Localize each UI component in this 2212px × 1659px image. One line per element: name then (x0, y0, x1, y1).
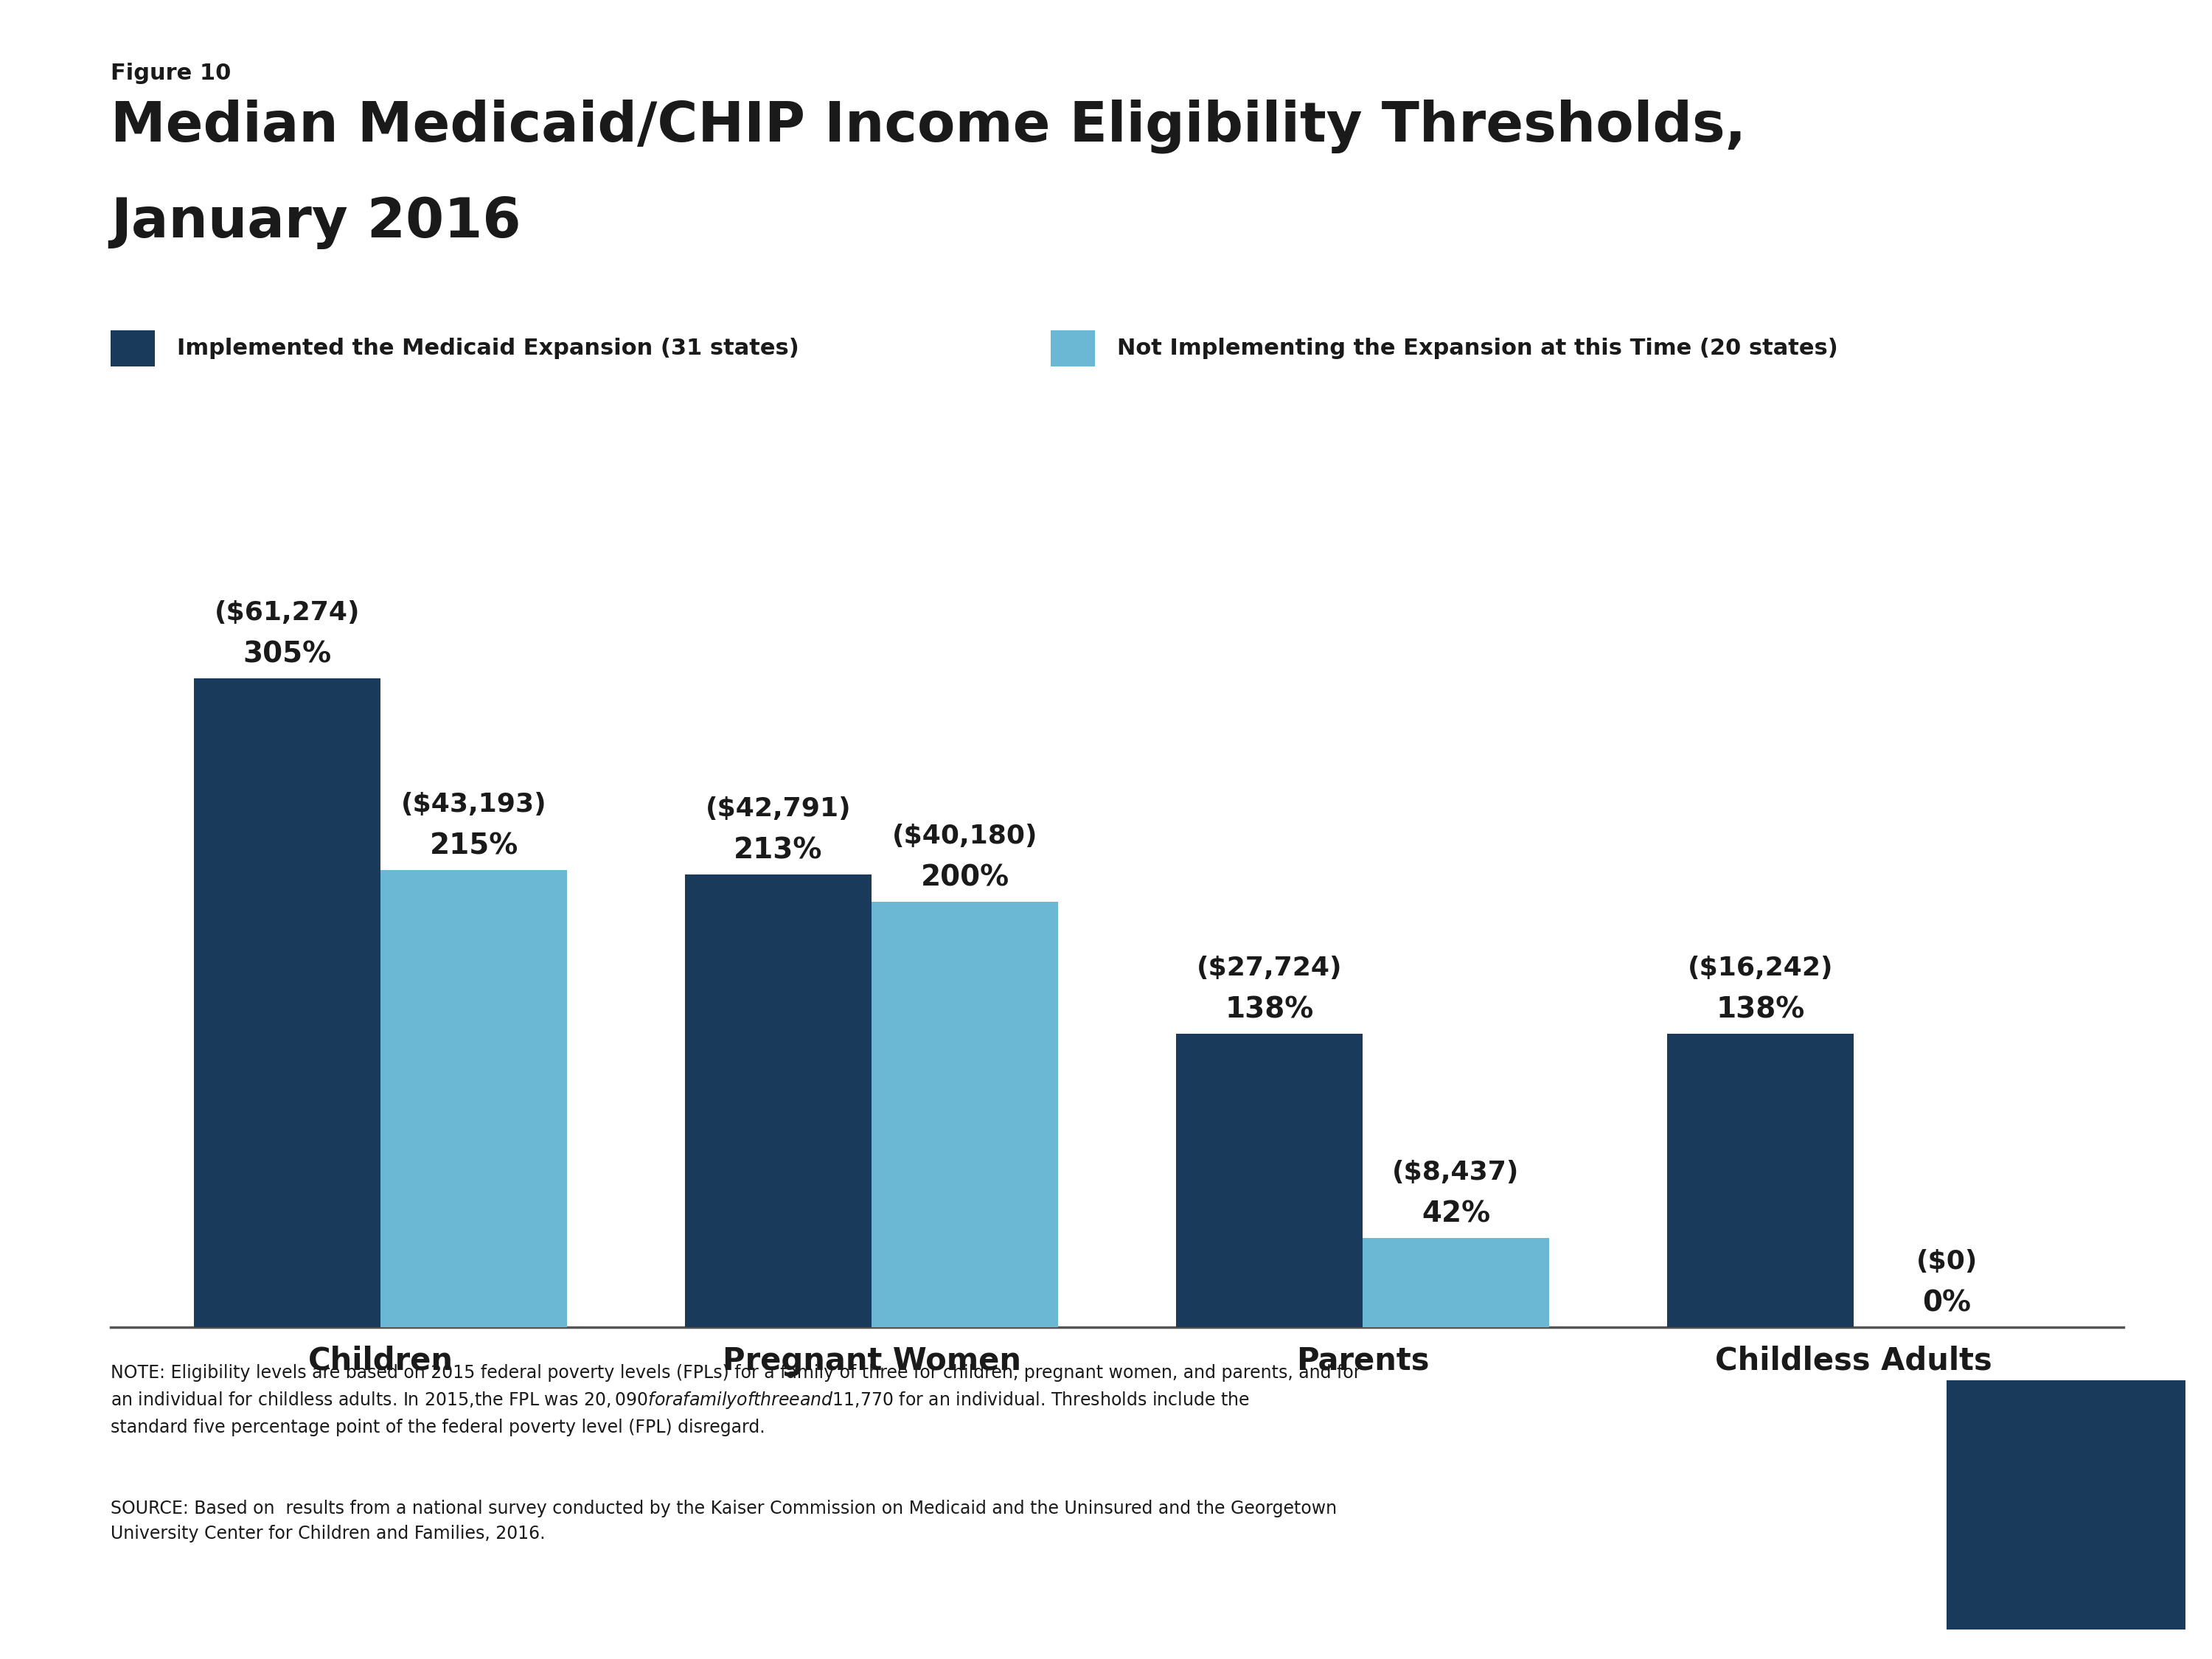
Text: ($61,274): ($61,274) (215, 601, 361, 625)
Text: 305%: 305% (243, 640, 332, 669)
Text: 138%: 138% (1717, 995, 1805, 1024)
Text: Median Medicaid/CHIP Income Eligibility Thresholds,: Median Medicaid/CHIP Income Eligibility … (111, 100, 1745, 154)
Text: Implemented the Medicaid Expansion (31 states): Implemented the Medicaid Expansion (31 s… (177, 338, 799, 358)
Text: THE HENRY J.
KAISER
FAMILY
FOUNDATION: THE HENRY J. KAISER FAMILY FOUNDATION (2002, 1450, 2130, 1559)
Text: Figure 10: Figure 10 (111, 63, 230, 85)
Bar (1668, 1034, 1854, 1327)
Bar (872, 902, 1057, 1327)
Text: ($40,180): ($40,180) (891, 823, 1037, 849)
Text: ($42,791): ($42,791) (706, 796, 852, 821)
Text: January 2016: January 2016 (111, 196, 522, 249)
Text: 213%: 213% (734, 836, 823, 864)
Text: ($16,242): ($16,242) (1688, 956, 1834, 980)
Text: ($43,193): ($43,193) (400, 791, 546, 816)
Text: ($8,437): ($8,437) (1391, 1160, 1520, 1185)
Text: ($27,724): ($27,724) (1197, 956, 1343, 980)
Text: ($0): ($0) (1916, 1249, 1978, 1274)
Text: Not Implementing the Expansion at this Time (20 states): Not Implementing the Expansion at this T… (1117, 338, 1838, 358)
Bar (1177, 1034, 1363, 1327)
Text: 42%: 42% (1422, 1199, 1491, 1228)
Bar (380, 869, 566, 1327)
Text: NOTE: Eligibility levels are based on 2015 federal poverty levels (FPLs) for a f: NOTE: Eligibility levels are based on 20… (111, 1364, 1360, 1437)
Text: 0%: 0% (1922, 1289, 1971, 1317)
Text: 200%: 200% (920, 864, 1009, 893)
Text: 215%: 215% (429, 831, 518, 859)
Text: SOURCE: Based on  results from a national survey conducted by the Kaiser Commiss: SOURCE: Based on results from a national… (111, 1500, 1336, 1543)
Bar (1363, 1238, 1548, 1327)
Bar (686, 874, 872, 1327)
Text: 138%: 138% (1225, 995, 1314, 1024)
Bar (195, 679, 380, 1327)
